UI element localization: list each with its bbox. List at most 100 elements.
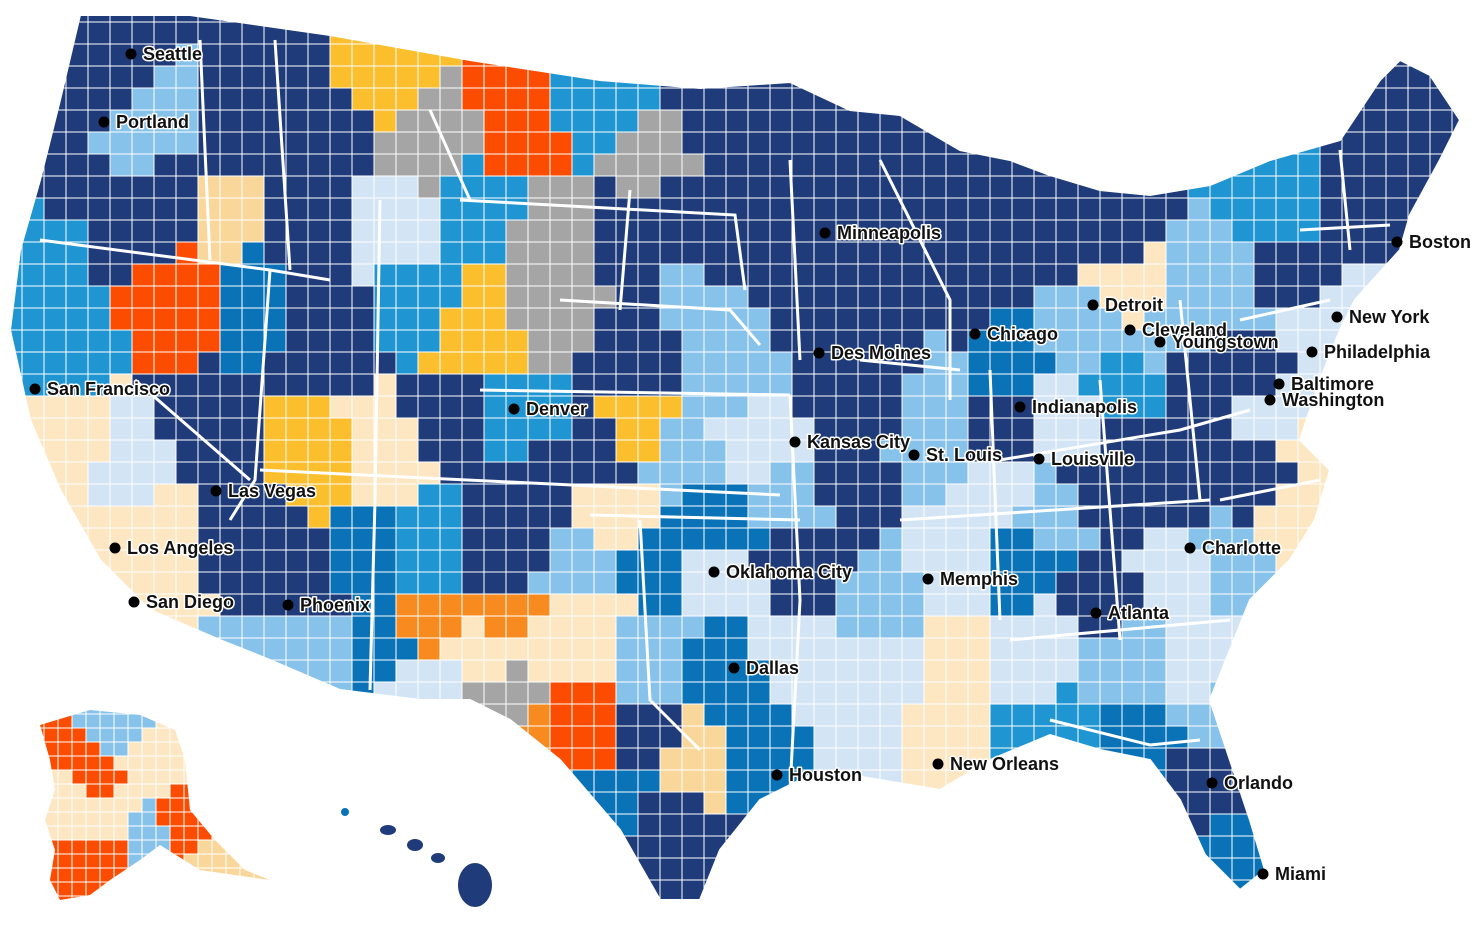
region-cell [263, 571, 287, 595]
alaska-region-cell [169, 755, 185, 771]
region-cell [747, 395, 771, 419]
region-cell [1319, 769, 1343, 793]
region-cell [1297, 637, 1321, 661]
region-cell [1077, 703, 1101, 727]
region-cell [1429, 505, 1453, 529]
region-cell [1033, 21, 1057, 45]
alaska-region-cell [99, 741, 115, 757]
region-cell [681, 615, 705, 639]
region-cell [791, 351, 815, 375]
state-border-line [228, 269, 272, 521]
region-cell [1429, 571, 1453, 595]
region-cell [439, 725, 463, 749]
region-cell [1209, 15, 1233, 23]
region-cell [549, 153, 573, 177]
region-cell [901, 307, 925, 331]
region-cell [197, 879, 221, 900]
region-cell [638, 902, 660, 924]
region-cell [1297, 65, 1321, 89]
region-cell [417, 879, 441, 900]
region-cell [1385, 373, 1409, 397]
region-cell [10, 725, 23, 749]
region-cell [285, 15, 309, 23]
region-cell [945, 87, 969, 111]
region-cell [1363, 659, 1387, 683]
region-cell [703, 241, 727, 265]
region-cell [153, 175, 177, 199]
region-cell [1297, 571, 1321, 595]
region-cell [307, 65, 331, 89]
state-border-line [899, 498, 1211, 522]
region-cell [153, 681, 177, 705]
region-cell [791, 395, 815, 419]
region-cell [21, 461, 45, 485]
alaska-region-cell [169, 710, 185, 715]
city-label: Seattle [143, 44, 202, 64]
region-cell [527, 813, 551, 837]
region-cell [1408, 902, 1430, 924]
region-cell [813, 395, 837, 419]
region-cell [857, 15, 881, 23]
region-cell [879, 747, 903, 771]
region-cell [395, 681, 419, 705]
region-cell [615, 703, 639, 727]
region-cell [461, 505, 485, 529]
region-cell [1187, 87, 1211, 111]
region-cell [1253, 703, 1277, 727]
region-cell [1165, 263, 1189, 287]
region-cell [329, 395, 353, 419]
alaska-region-cell [183, 713, 199, 729]
region-cell [1165, 593, 1189, 617]
region-cell [549, 131, 573, 155]
region-cell [1341, 813, 1365, 837]
region-cell [791, 879, 815, 900]
region-cell [1209, 813, 1233, 837]
region-cell [747, 527, 771, 551]
region-cell [1033, 87, 1057, 111]
region-cell [483, 219, 507, 243]
region-cell [571, 241, 595, 265]
alaska-region-cell [99, 867, 115, 883]
alaska-region-cell [57, 713, 73, 729]
region-cell [1385, 637, 1409, 661]
region-cell [461, 351, 485, 375]
region-cell [461, 15, 485, 23]
region-cell [1143, 373, 1167, 397]
city-label: Washington [1282, 390, 1384, 410]
region-cell [1165, 197, 1189, 221]
region-cell [967, 373, 991, 397]
region-cell [1407, 395, 1431, 419]
region-cell [307, 703, 331, 727]
region-cell [1165, 505, 1189, 529]
region-cell [373, 769, 397, 793]
region-cell [1363, 791, 1387, 815]
region-cell [373, 527, 397, 551]
region-cell [44, 902, 66, 924]
region-cell [351, 373, 375, 397]
city-marker: Kansas City [789, 431, 912, 454]
region-cell [329, 615, 353, 639]
region-cell [857, 527, 881, 551]
region-cell [945, 417, 969, 441]
alaska-region-cell [155, 713, 171, 729]
region-cell [989, 835, 1013, 859]
region-cell [109, 65, 133, 89]
region-cell [659, 15, 683, 23]
region-cell [659, 637, 683, 661]
region-cell [1231, 505, 1255, 529]
region-cell [153, 857, 177, 881]
region-cell [285, 791, 309, 815]
region-cell [43, 43, 67, 67]
region-cell [285, 681, 309, 705]
region-cell [703, 417, 727, 441]
region-cell [21, 791, 45, 815]
region-cell [285, 87, 309, 111]
region-cell [527, 439, 551, 463]
region-cell [395, 571, 419, 595]
alaska-region-cell [71, 783, 87, 799]
region-cell [461, 87, 485, 111]
alaska-region-cell [43, 783, 59, 799]
region-cell [1077, 681, 1101, 705]
region-cell [1275, 65, 1299, 89]
region-cell [1253, 175, 1277, 199]
